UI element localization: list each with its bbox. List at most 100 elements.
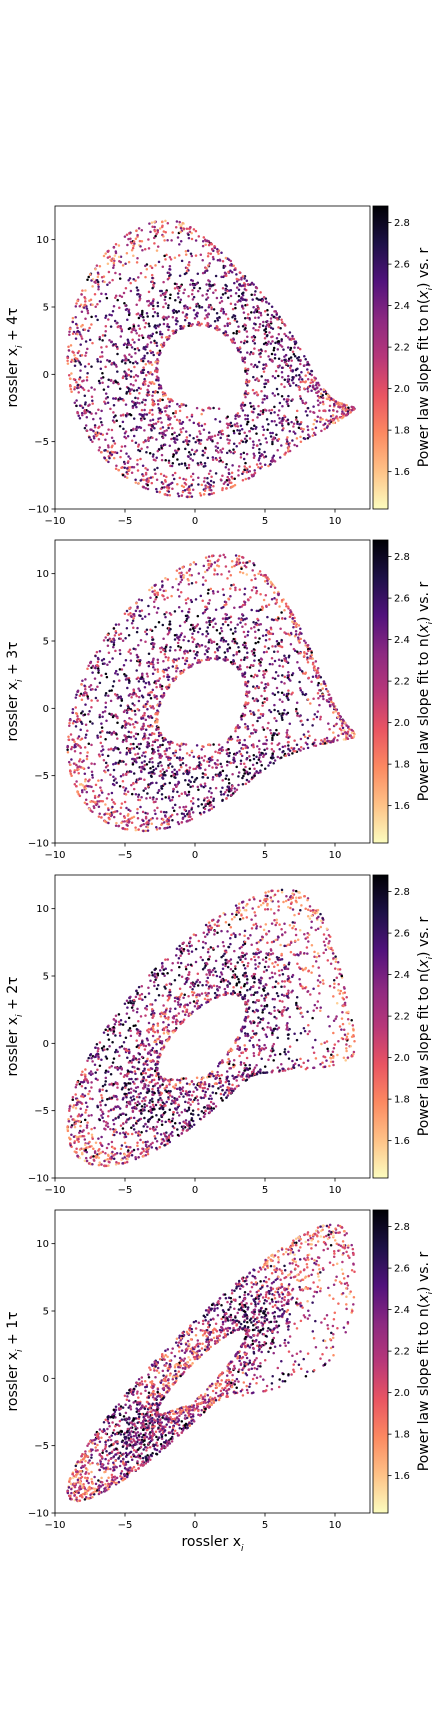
data-point <box>263 672 266 676</box>
data-point <box>287 446 290 449</box>
data-point <box>246 316 249 320</box>
data-point <box>206 655 209 659</box>
data-point <box>264 349 267 353</box>
data-point <box>210 804 213 807</box>
data-point <box>338 401 342 405</box>
data-point <box>242 341 246 345</box>
data-point <box>124 371 127 375</box>
data-point <box>266 615 269 619</box>
data-point <box>271 456 274 459</box>
data-point <box>245 452 249 456</box>
data-point <box>118 679 121 682</box>
data-point <box>184 764 188 767</box>
data-point <box>156 449 160 453</box>
data-point <box>91 440 94 444</box>
data-point <box>156 806 159 810</box>
data-point <box>237 775 240 778</box>
data-point <box>167 766 170 770</box>
data-point <box>105 797 109 800</box>
data-point <box>130 249 134 252</box>
data-point <box>79 333 82 336</box>
data-point <box>83 403 87 406</box>
data-point <box>275 337 279 340</box>
data-point <box>226 643 230 646</box>
data-point <box>303 651 306 654</box>
data-point <box>250 474 254 478</box>
data-point <box>94 281 97 285</box>
data-point <box>255 432 258 435</box>
data-point <box>319 694 322 698</box>
data-point <box>259 769 262 772</box>
data-point <box>179 284 183 288</box>
data-point <box>310 389 313 392</box>
data-point <box>250 311 253 314</box>
data-point <box>314 738 317 742</box>
data-point <box>170 464 174 468</box>
data-point <box>189 457 192 460</box>
data-point <box>144 264 147 268</box>
data-point <box>159 416 162 420</box>
data-point <box>166 306 170 310</box>
data-point <box>156 229 160 232</box>
data-point <box>235 422 239 425</box>
data-point <box>264 638 268 642</box>
data-point <box>224 612 227 616</box>
data-point <box>301 430 304 433</box>
data-point <box>112 264 116 267</box>
data-point <box>277 742 281 745</box>
data-point <box>307 676 311 680</box>
data-point <box>214 750 217 754</box>
data-point <box>73 783 77 786</box>
data-point <box>270 305 274 309</box>
data-point <box>99 731 102 734</box>
data-point <box>153 229 157 233</box>
data-point <box>127 373 131 377</box>
data-point <box>169 815 173 818</box>
data-point <box>137 598 141 601</box>
data-point <box>197 804 200 808</box>
data-point <box>318 409 321 413</box>
data-point <box>110 428 114 432</box>
data-point <box>192 228 196 231</box>
data-point <box>182 576 185 579</box>
data-point <box>211 458 215 462</box>
data-point <box>271 734 274 737</box>
data-point <box>210 563 214 566</box>
data-point <box>106 638 110 642</box>
data-point <box>258 751 261 754</box>
data-point <box>176 236 180 239</box>
data-point <box>100 409 103 413</box>
data-point <box>134 609 138 613</box>
data-point <box>110 340 113 344</box>
data-point <box>162 230 166 233</box>
data-point <box>88 403 91 406</box>
data-point <box>86 372 89 375</box>
data-point <box>234 588 237 592</box>
data-point <box>159 294 163 297</box>
data-point <box>174 749 178 753</box>
data-point <box>275 387 279 391</box>
data-point <box>81 766 84 770</box>
data-point <box>136 375 140 378</box>
data-point <box>224 288 227 292</box>
data-point <box>313 667 317 671</box>
data-point <box>244 369 247 372</box>
data-point <box>79 343 82 346</box>
data-point <box>314 426 318 429</box>
data-point <box>263 700 266 704</box>
data-point <box>239 621 242 624</box>
data-point <box>80 411 84 415</box>
data-point <box>162 594 165 598</box>
data-point <box>178 806 182 809</box>
data-point <box>235 653 238 656</box>
data-point <box>224 601 228 604</box>
data-point <box>122 399 125 402</box>
data-point <box>121 779 125 783</box>
data-point <box>146 792 149 795</box>
data-point <box>147 604 150 608</box>
data-point <box>239 340 243 344</box>
data-point <box>151 280 154 284</box>
data-point <box>280 382 283 386</box>
data-point <box>221 429 224 432</box>
data-point <box>218 554 222 558</box>
